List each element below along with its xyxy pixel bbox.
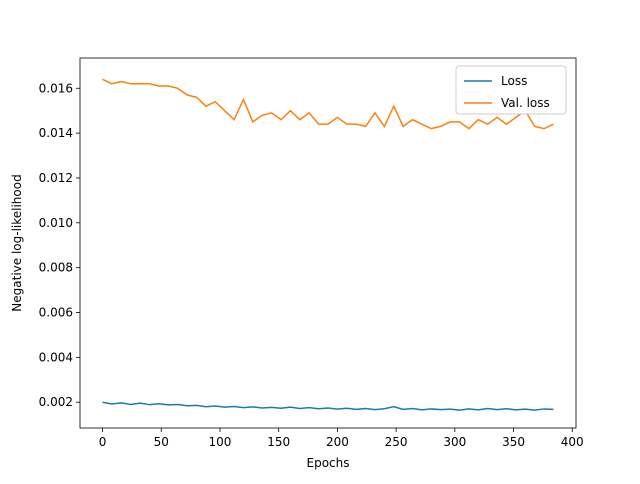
legend-label: Val. loss — [501, 96, 550, 110]
y-tick-label: 0.010 — [39, 216, 73, 230]
x-tick-label: 300 — [443, 435, 466, 449]
legend-label: Loss — [501, 74, 527, 88]
x-tick-label: 250 — [385, 435, 408, 449]
y-tick-label: 0.006 — [39, 306, 73, 320]
x-tick-label: 150 — [267, 435, 290, 449]
y-tick-label: 0.004 — [39, 350, 73, 364]
plot-frame — [79, 57, 577, 429]
y-axis-label: Negative log-likelihood — [10, 174, 24, 311]
x-tick-label: 100 — [209, 435, 232, 449]
series-line — [102, 401, 554, 411]
legend-box — [455, 65, 567, 115]
x-axis-label: Epochs — [307, 456, 350, 470]
y-tick-label: 0.012 — [39, 171, 73, 185]
y-tick-label: 0.016 — [39, 81, 73, 95]
y-tick-label: 0.008 — [39, 261, 73, 275]
x-tick-label: 200 — [326, 435, 349, 449]
series-line — [102, 78, 554, 130]
y-tick-label: 0.002 — [39, 395, 73, 409]
y-tick-label: 0.014 — [39, 126, 73, 140]
x-tick-label: 0 — [99, 435, 107, 449]
x-tick-label: 350 — [502, 435, 525, 449]
x-tick-label: 50 — [154, 435, 169, 449]
x-tick-label: 400 — [561, 435, 584, 449]
